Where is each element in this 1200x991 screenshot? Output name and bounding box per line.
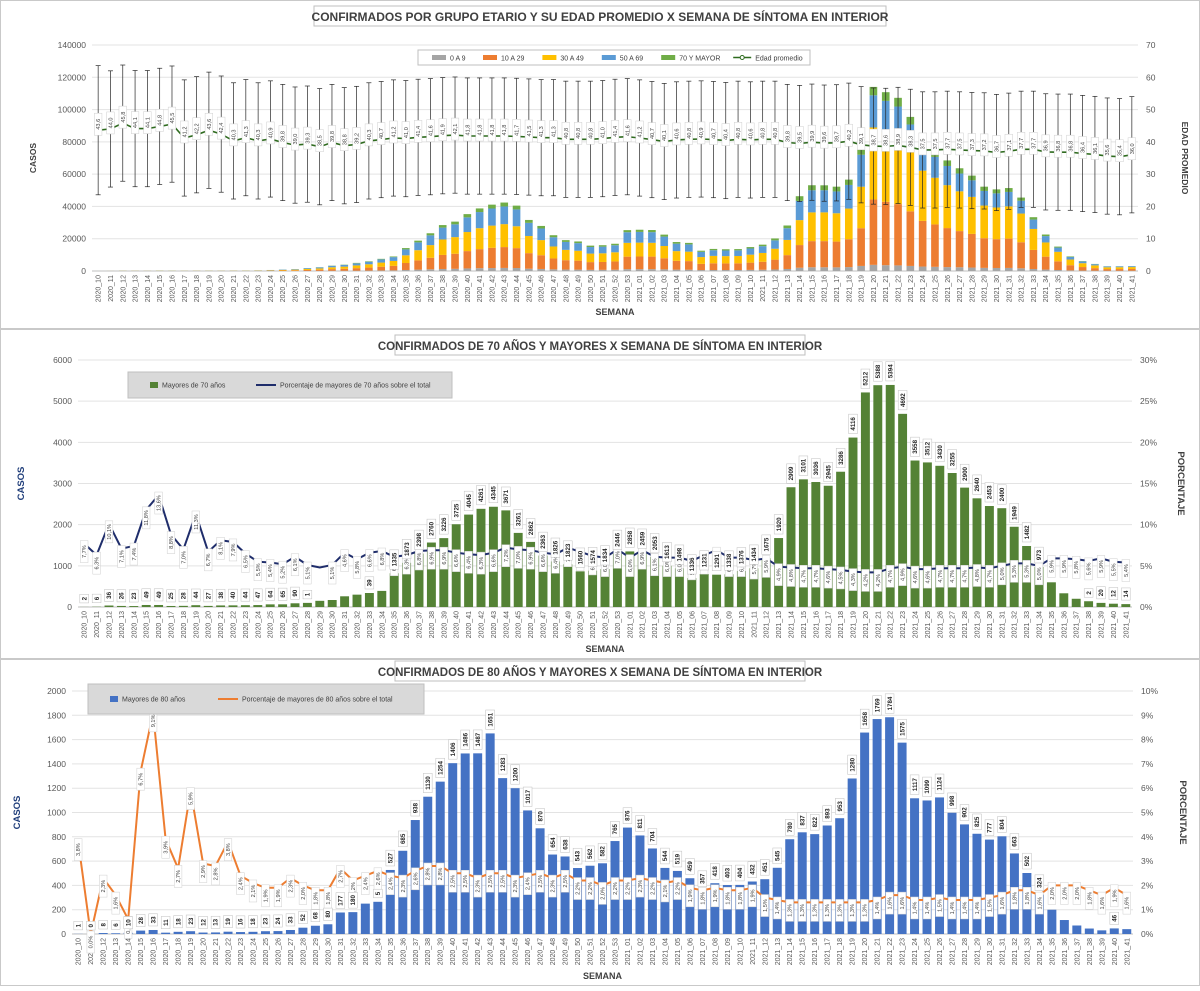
- chart-panel-80-mayores: CONFIRMADOS DE 80 AÑOS Y MAYORES X SEMAN…: [0, 659, 1200, 986]
- chart-panel-70-mayores: CONFIRMADOS DE 70 AÑOS Y MAYORES X SEMAN…: [0, 329, 1200, 659]
- chart-frame: [0, 659, 1200, 986]
- chart-frame: [0, 0, 1200, 329]
- chart-panel-grupo-etario: CONFIRMADOS POR GRUPO ETARIO Y SU EDAD P…: [0, 0, 1200, 329]
- chart-frame: [0, 329, 1200, 659]
